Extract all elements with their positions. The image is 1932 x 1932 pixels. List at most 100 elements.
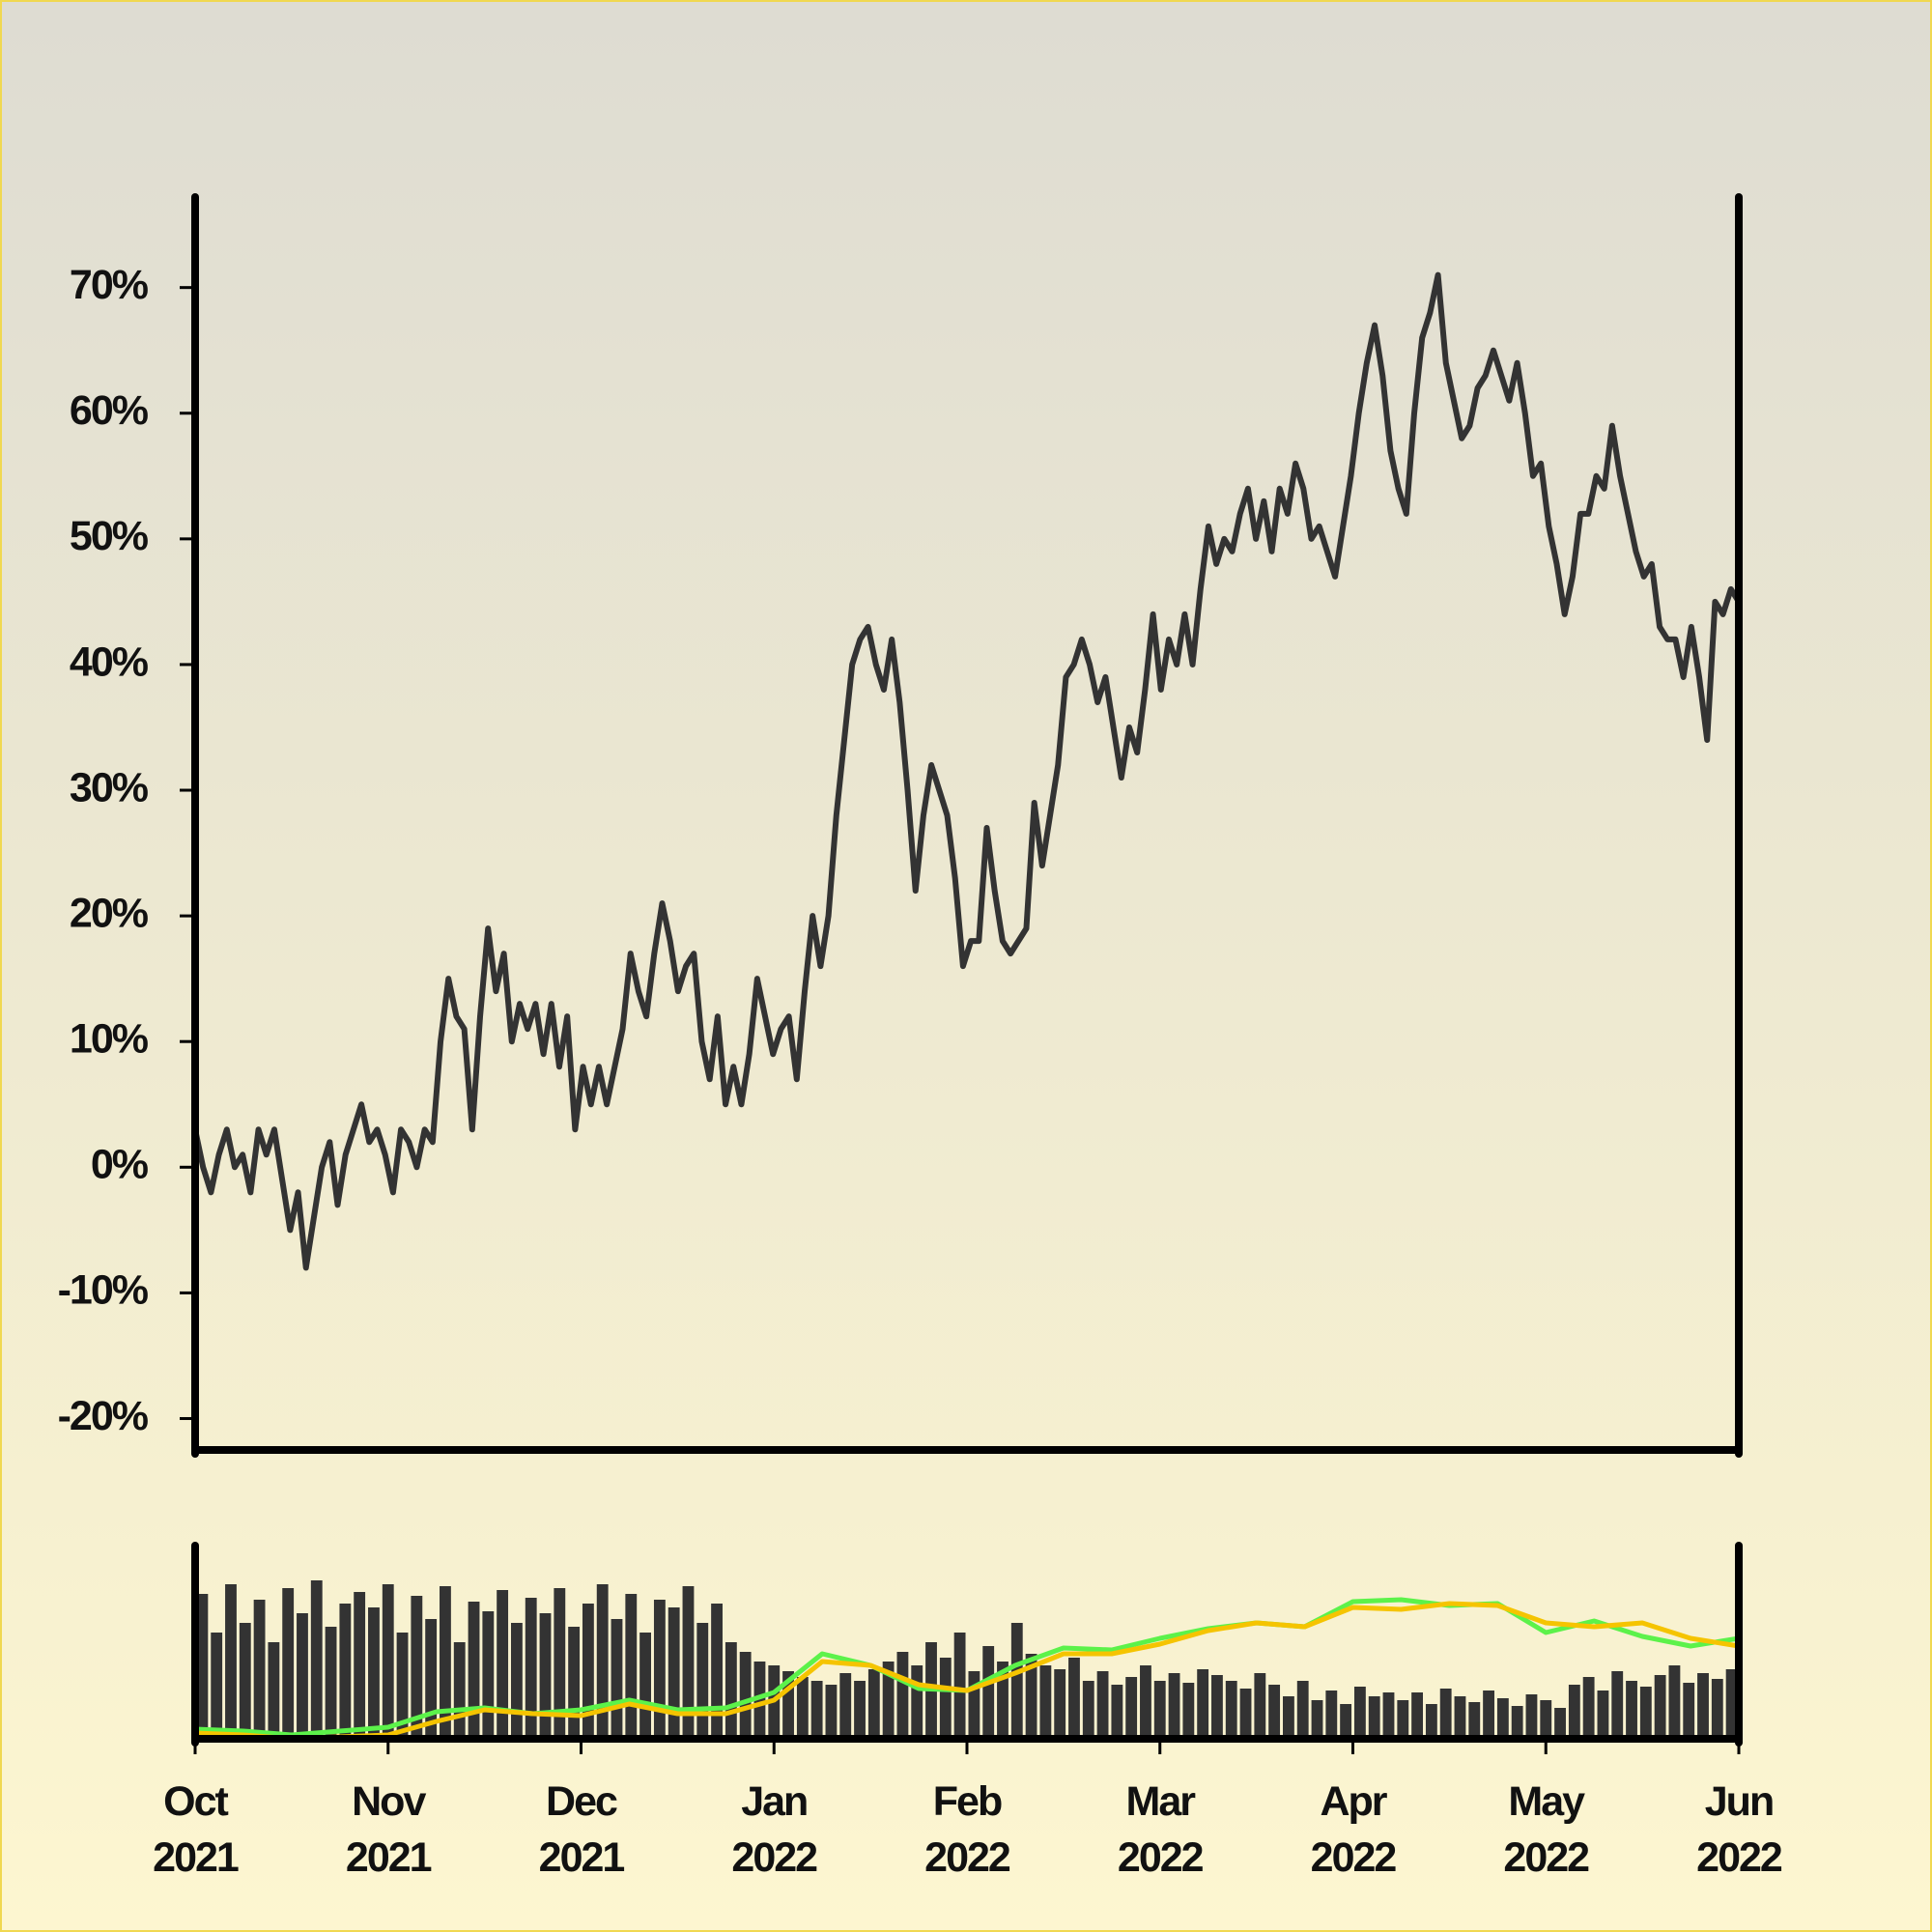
- volume-bar: [1382, 1692, 1395, 1739]
- volume-bar: [1068, 1658, 1080, 1739]
- volume-bar: [682, 1586, 695, 1739]
- volume-bar: [1611, 1671, 1624, 1739]
- volume-bar: [440, 1586, 451, 1739]
- volume-bar: [468, 1602, 480, 1739]
- volume-bar: [668, 1607, 680, 1739]
- volume-bar: [497, 1590, 509, 1739]
- volume-bar: [1353, 1687, 1366, 1739]
- volume-bar: [839, 1673, 852, 1739]
- volume-bar: [939, 1658, 952, 1739]
- volume-bar: [1296, 1681, 1309, 1739]
- volume-bar: [1168, 1673, 1180, 1739]
- volume-bar: [1597, 1690, 1609, 1739]
- volume-bar: [396, 1633, 409, 1739]
- volume-bar: [297, 1613, 308, 1739]
- volume-bar: [1211, 1675, 1223, 1739]
- volume-bar: [724, 1642, 737, 1739]
- volume-bar: [1439, 1689, 1452, 1739]
- volume-bar: [1454, 1696, 1466, 1739]
- volume-bar: [339, 1604, 352, 1739]
- volume-bar: [1525, 1694, 1538, 1739]
- x-tick-label: Mar 2022: [1117, 1778, 1205, 1881]
- volume-bar: [268, 1642, 280, 1739]
- average-line: [194, 1601, 1740, 1742]
- volume-bar: [1654, 1675, 1666, 1739]
- volume-bar: [239, 1623, 251, 1739]
- volume-bar: [211, 1633, 223, 1739]
- volume-bar: [253, 1600, 266, 1739]
- volume-bar: [482, 1611, 495, 1739]
- volume-bar: [596, 1584, 609, 1739]
- y-tick-label: -20%: [58, 1393, 149, 1439]
- volume-bar: [1225, 1681, 1237, 1739]
- volume-bar: [1725, 1669, 1738, 1739]
- volume-bar: [382, 1584, 394, 1739]
- x-tick-label: Feb 2022: [924, 1778, 1011, 1881]
- volume-bar: [896, 1652, 909, 1739]
- volume-bar: [1254, 1673, 1266, 1739]
- volume-bar: [1683, 1683, 1695, 1739]
- volume-bar: [1282, 1696, 1294, 1739]
- x-tick-label: Jun 2022: [1696, 1778, 1783, 1881]
- volume-bar: [753, 1662, 766, 1739]
- y-tick-label: 70%: [70, 262, 149, 308]
- y-tick-label: 30%: [70, 764, 149, 810]
- volume-bar: [510, 1623, 523, 1739]
- volume-bar: [368, 1607, 380, 1739]
- volume-bar: [1540, 1700, 1552, 1739]
- volume-bar: [782, 1671, 794, 1739]
- y-tick-label: 40%: [70, 639, 149, 685]
- volume-bar: [1697, 1673, 1709, 1739]
- x-tick-label: May 2022: [1503, 1778, 1590, 1881]
- y-tick-label: 20%: [70, 890, 149, 936]
- volume-bar: [539, 1613, 552, 1739]
- volume-bar: [810, 1681, 823, 1739]
- volume-bar: [867, 1669, 880, 1739]
- volume-bar: [1268, 1685, 1281, 1739]
- x-tick-label: Apr 2022: [1310, 1778, 1398, 1881]
- volume-bar: [711, 1604, 723, 1739]
- volume-bar: [1554, 1708, 1566, 1739]
- volume-bar: [1368, 1696, 1380, 1739]
- volume-bar: [825, 1685, 838, 1739]
- volume-bar: [568, 1627, 581, 1739]
- volume-bar: [1568, 1685, 1580, 1739]
- x-tick-label: Nov 2021: [345, 1778, 433, 1881]
- volume-bar: [1340, 1704, 1352, 1739]
- volume-bar: [1711, 1679, 1723, 1739]
- volume-bar: [1153, 1681, 1166, 1739]
- volume-bar: [625, 1594, 638, 1739]
- volume-bar: [582, 1604, 594, 1739]
- volume-bar: [997, 1662, 1009, 1739]
- volume-bar: [854, 1681, 866, 1739]
- volume-bar: [525, 1598, 537, 1739]
- volume-bar: [1668, 1665, 1681, 1739]
- volume-bar: [310, 1580, 323, 1739]
- volume-bar: [1511, 1706, 1523, 1739]
- volume-bar: [882, 1662, 895, 1739]
- volume-bar: [282, 1588, 295, 1739]
- volume-bar: [982, 1646, 995, 1739]
- volume-bar: [1082, 1681, 1094, 1739]
- volume-bar: [1111, 1685, 1123, 1739]
- volume-bar: [1397, 1700, 1409, 1739]
- volume-bar: [1483, 1690, 1494, 1739]
- volume-bar: [1140, 1665, 1151, 1739]
- volume-bar: [1010, 1623, 1023, 1739]
- volume-bar: [1496, 1698, 1509, 1739]
- volume-bar: [1239, 1689, 1252, 1739]
- volume-bar: [1039, 1665, 1052, 1739]
- y-tick-label: 10%: [70, 1016, 149, 1063]
- volume-bar: [1182, 1683, 1195, 1739]
- volume-bar: [611, 1619, 623, 1739]
- x-tick-label: Dec 2021: [538, 1778, 626, 1881]
- volume-bar: [953, 1633, 966, 1739]
- volume-bar: [968, 1671, 980, 1739]
- price-line: [192, 271, 1742, 1271]
- volume-bar: [1311, 1700, 1323, 1739]
- y-tick-label: 60%: [70, 387, 149, 434]
- volume-bar: [639, 1633, 652, 1739]
- volume-bar: [453, 1642, 466, 1739]
